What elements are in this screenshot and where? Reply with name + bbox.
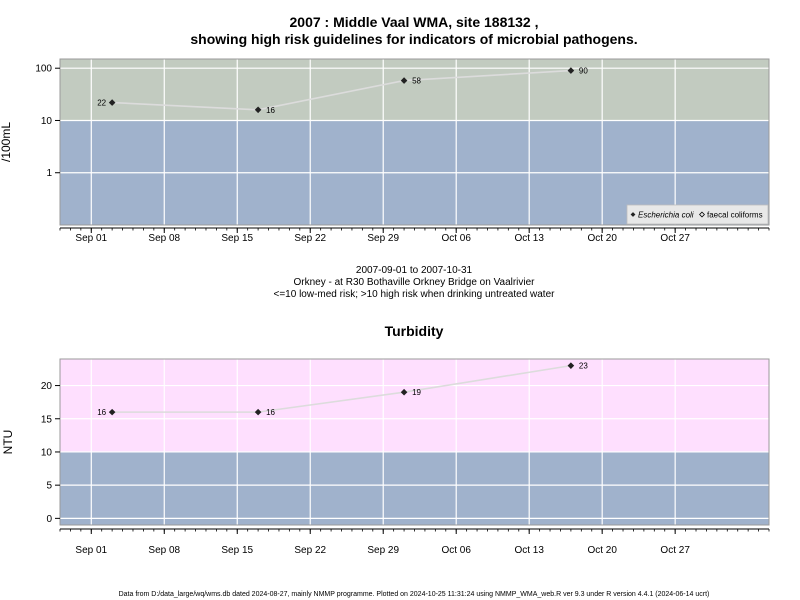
ecoli-data-label: 58 [412, 77, 421, 86]
turbidity-ytick-label: 5 [46, 481, 52, 492]
ecoli-xtick-label: Oct 06 [441, 233, 471, 244]
turbidity-xtick-label: Sep 01 [75, 545, 107, 556]
footer-note: Data from D:/data_large/wq/wms.db dated … [119, 591, 710, 598]
turbidity-data-point [108, 408, 116, 416]
turbidity-data-label: 16 [266, 408, 275, 417]
ecoli-data-label: 90 [579, 67, 588, 76]
legend-label-escherichia-coli: Escherichia coli [638, 211, 694, 220]
ecoli-xtick-label: Oct 13 [514, 233, 544, 244]
microbial-panel: 1 10 100 Sep 01 Sep 08 Sep 15 Sep 22 Sep 29 Oct … [0, 58, 770, 244]
turbidity-ytick-label: 20 [41, 381, 53, 392]
turbidity-ytick-label: 10 [41, 447, 53, 458]
turbidity-xtick-label: Sep 08 [148, 545, 180, 556]
site-text: Orkney - at R30 Bothaville Orkney Bridge… [293, 277, 535, 288]
turbidity-plot-frame [59, 358, 770, 526]
ecoli-data-label: 22 [97, 99, 106, 108]
guideline-text: <=10 low-med risk; >10 high risk when dr… [274, 289, 556, 300]
turbidity-data-label: 16 [97, 408, 106, 417]
turbidity-xtick-label: Oct 27 [660, 545, 690, 556]
turbidity-low-risk-band [60, 451, 769, 525]
turbidity-title: Turbidity [385, 323, 444, 339]
turbidity-panel: 0 5 10 15 20 Sep 01 Sep 08 Sep 15 Sep 22 Sep 29 Oc… [1, 358, 770, 556]
legend-label-faecal-coliforms: faecal coliforms [707, 211, 763, 220]
period-text: 2007-09-01 to 2007-10-31 [356, 265, 473, 276]
turbidity-xtick-label: Sep 29 [367, 545, 399, 556]
legend-marker-escherichia-coli [630, 212, 636, 217]
ecoli-xtick-label: Sep 08 [148, 233, 180, 244]
ecoli-xtick-label: Sep 29 [367, 233, 399, 244]
ecoli-plot-frame [59, 58, 770, 226]
turbidity-y-axis-label: NTU [1, 430, 15, 455]
turbidity-ytick-label: 15 [41, 414, 53, 425]
turbidity-data-label: 23 [579, 362, 588, 371]
turbidity-data-label: 19 [412, 388, 421, 397]
turbidity-xtick-label: Oct 06 [441, 545, 471, 556]
chart-title-line2: showing high risk guidelines for indicat… [190, 31, 637, 47]
ecoli-high-risk-band [60, 59, 769, 121]
turbidity-series-line [112, 364, 572, 413]
legend-box [626, 204, 769, 225]
turbidity-ytick-label: 0 [46, 514, 52, 525]
turbidity-data-point [254, 408, 262, 416]
turbidity-high-risk-band [60, 359, 769, 452]
ecoli-ytick-label: 100 [35, 64, 52, 75]
chart-title-line1: 2007 : Middle Vaal WMA, site 188132 , [290, 14, 539, 30]
ecoli-xtick-label: Sep 22 [294, 233, 326, 244]
turbidity-xtick-label: Sep 22 [294, 545, 326, 556]
ecoli-xtick-label: Oct 27 [660, 233, 690, 244]
ecoli-data-point [400, 77, 408, 84]
ecoli-xtick-label: Oct 20 [587, 233, 617, 244]
ecoli-xtick-label: Sep 01 [75, 233, 107, 244]
legend-marker-faecal-coliforms [699, 211, 705, 218]
ecoli-xtick-label: Sep 15 [221, 233, 253, 244]
turbidity-data-point [400, 388, 408, 396]
turbidity-xtick-label: Oct 20 [587, 545, 617, 556]
ecoli-data-point [108, 99, 116, 106]
turbidity-xtick-label: Sep 15 [221, 545, 253, 556]
ecoli-data-point [567, 67, 575, 74]
ecoli-data-point [254, 106, 262, 114]
turbidity-data-point [567, 362, 575, 369]
ecoli-ytick-label: 10 [41, 116, 53, 127]
ecoli-series-line [112, 69, 571, 111]
turbidity-xtick-label: Oct 13 [514, 545, 544, 556]
ecoli-data-label: 16 [266, 106, 275, 115]
ecoli-ytick-label: 1 [46, 168, 52, 179]
ecoli-y-axis-label: /100mL [0, 122, 13, 162]
